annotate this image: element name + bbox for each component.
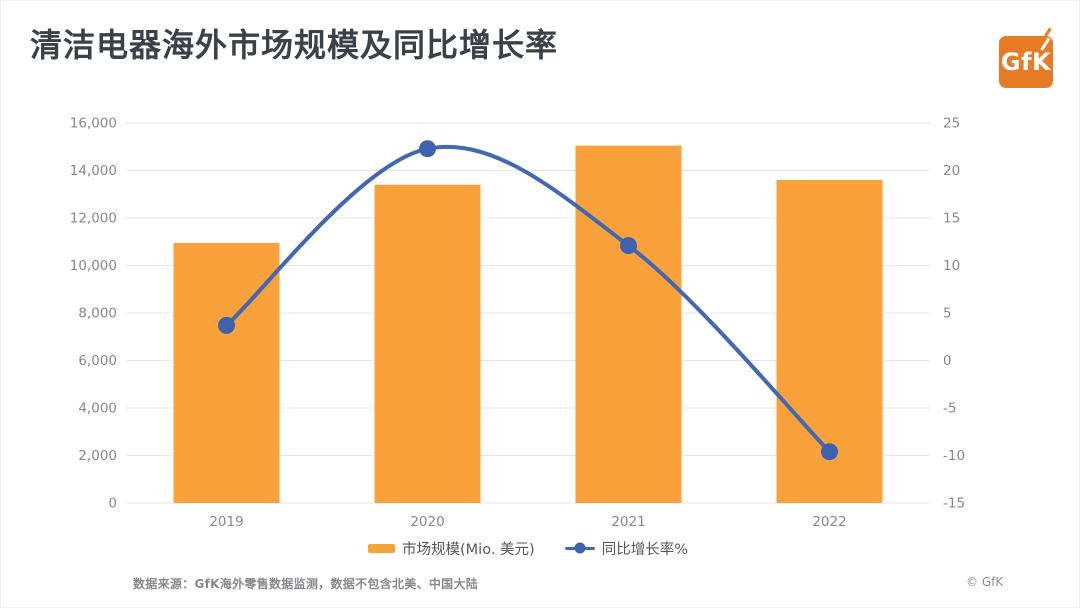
- y-axis-left-tick-label: 8,000: [78, 306, 117, 322]
- y-axis-right-tick-label: 5: [943, 306, 952, 322]
- y-axis-right-tick-label: -5: [943, 401, 956, 417]
- gfk-logo-text: GfK: [1000, 48, 1052, 76]
- y-axis-left-tick-label: 0: [108, 496, 117, 512]
- y-axis-left-tick-label: 4,000: [78, 401, 117, 417]
- gfk-logo: GfK: [999, 27, 1053, 88]
- line-series-swatch-icon: [564, 542, 595, 554]
- y-axis-right-tick-label: 20: [943, 163, 960, 179]
- y-axis-right-tick-label: 10: [943, 258, 960, 274]
- bar-2020[interactable]: [374, 184, 481, 503]
- y-axis-left-tick-label: 16,000: [70, 116, 117, 132]
- y-axis-left-tick-label: 14,000: [70, 163, 117, 179]
- copyright-note: © GfK: [966, 575, 1004, 589]
- growth-rate-line: [224, 144, 832, 454]
- x-axis-label-2019: 2019: [209, 514, 243, 530]
- chart-legend: 市场规模(Mio. 美元) 同比增长率%: [126, 536, 930, 560]
- legend-label-growth-rate: 同比增长率%: [601, 541, 688, 558]
- line-series-dot-icon: [574, 542, 586, 554]
- y-axis-left-tick-label: 6,000: [78, 353, 117, 369]
- page-title: 清洁电器海外市场规模及同比增长率: [30, 26, 559, 64]
- y-axis-right-tick-label: -15: [943, 496, 965, 512]
- y-axis-right-tick-label: 15: [943, 211, 960, 227]
- bar-series-swatch-icon: [368, 543, 396, 553]
- x-axis-label-2020: 2020: [410, 514, 444, 530]
- line-point-2022[interactable]: [821, 443, 838, 461]
- data-source-note: 数据来源：GfK海外零售数据监测，数据不包含北美、中国大陆: [133, 577, 479, 591]
- line-point-2019[interactable]: [218, 316, 235, 334]
- x-axis-label-2022: 2022: [812, 514, 846, 530]
- market-size-growth-combo-chart: 0 2,000 4,000 6,000 8,000 10,000 12,000 14,000 1…: [70, 116, 965, 531]
- y-axis-right-tick-label: 0: [943, 353, 952, 369]
- y-axis-left-tick-label: 2,000: [78, 448, 117, 464]
- line-point-2021[interactable]: [620, 237, 637, 255]
- line-point-2020[interactable]: [419, 140, 436, 158]
- x-axis-label-2021: 2021: [611, 514, 645, 530]
- legend-label-market-size: 市场规模(Mio. 美元): [402, 541, 535, 558]
- y-axis-left-tick-label: 10,000: [70, 258, 117, 274]
- y-axis-right-tick-label: 25: [943, 116, 960, 132]
- legend-item-growth-rate[interactable]: 同比增长率%: [564, 538, 688, 559]
- y-axis-right-tick-label: -10: [943, 448, 965, 464]
- legend-item-market-size[interactable]: 市场规模(Mio. 美元): [368, 538, 535, 559]
- bar-2021[interactable]: [575, 145, 682, 503]
- y-axis-left-tick-label: 12,000: [70, 211, 117, 227]
- bar-2019[interactable]: [173, 242, 280, 503]
